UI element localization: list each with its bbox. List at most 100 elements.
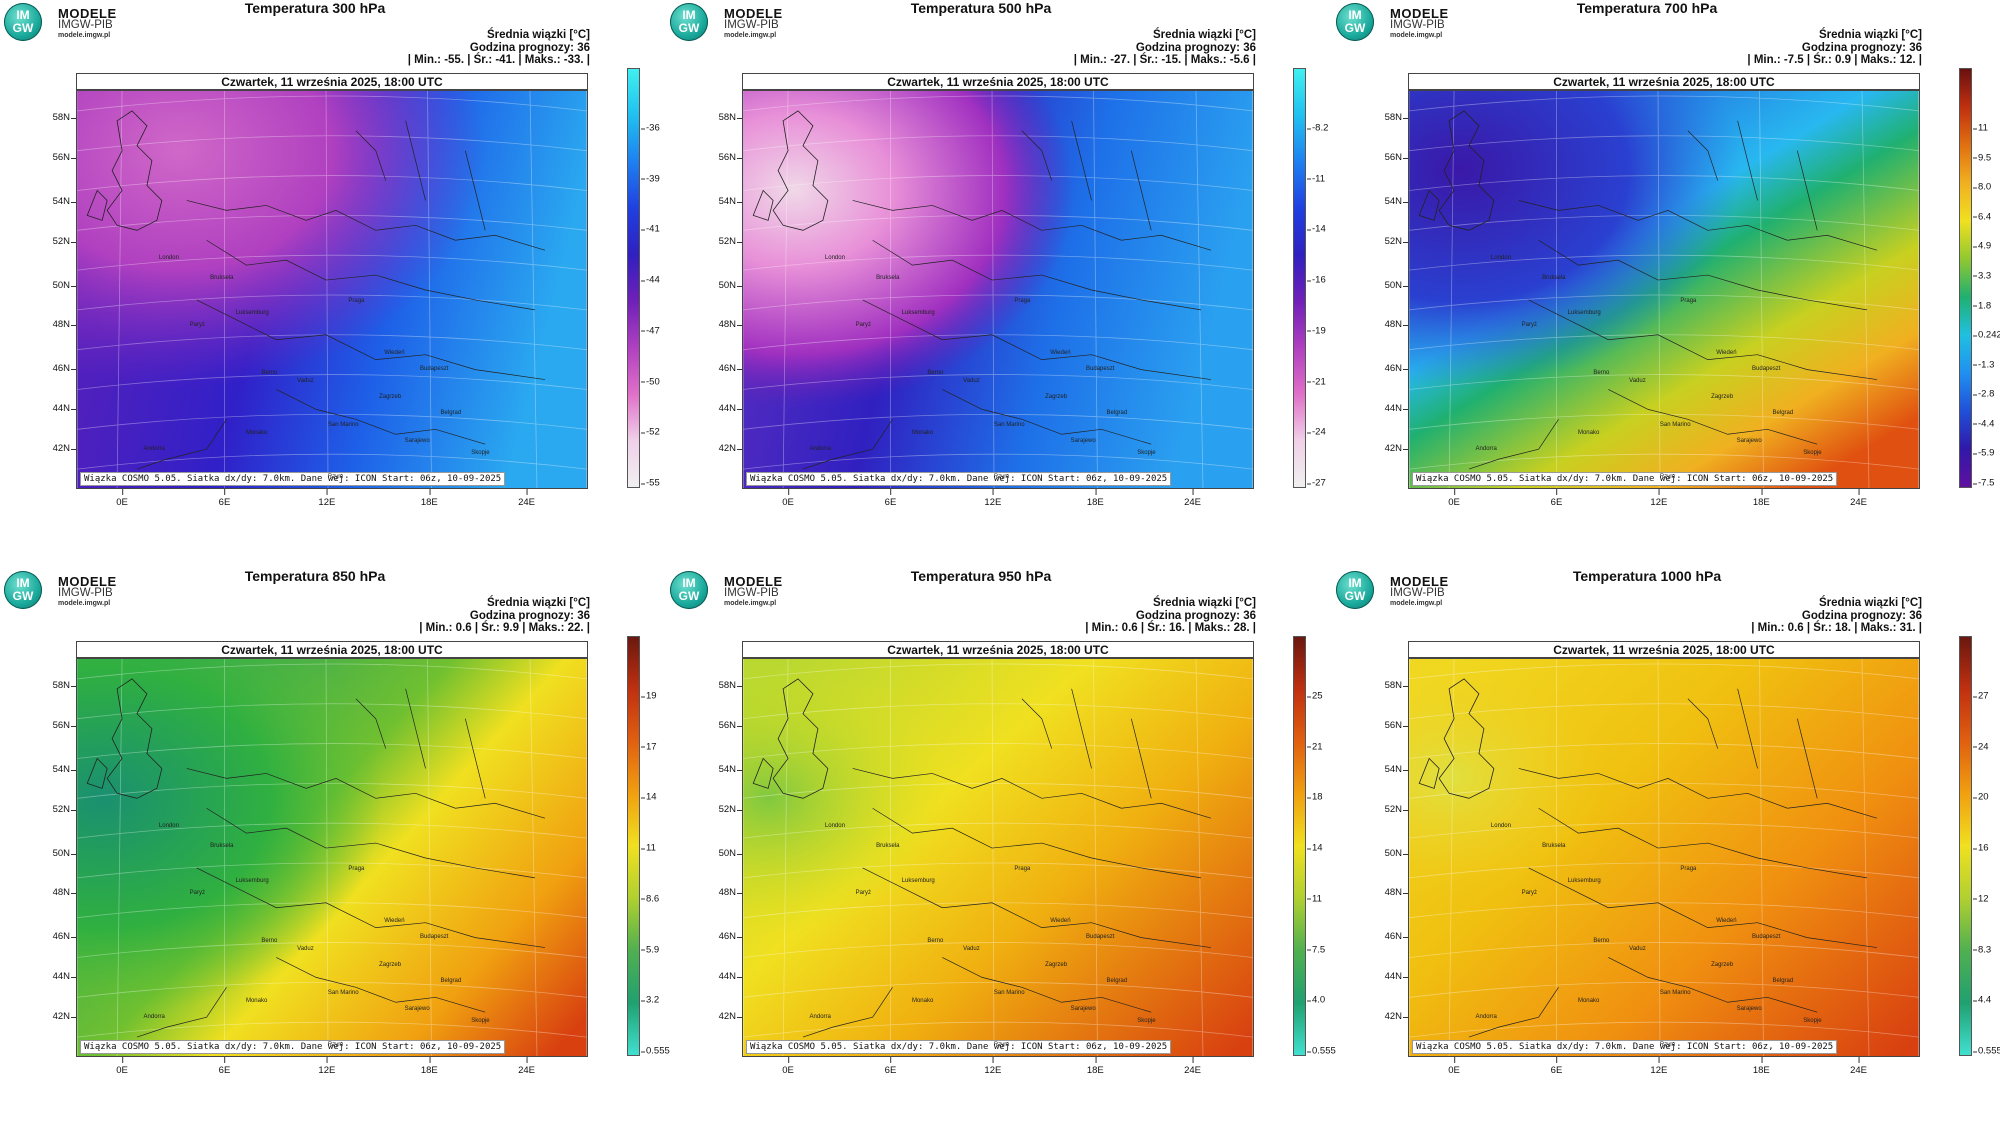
logo-url: modele.imgw.pl (58, 600, 111, 607)
latitude-label: 44N (1384, 403, 1409, 415)
longitude-label: 18E (420, 1057, 438, 1076)
city-label: Zagrzeb (379, 394, 402, 401)
city-label: Berno (261, 938, 278, 945)
colorbar-label: -36 (641, 122, 660, 134)
city-label: Belgrad (1106, 978, 1128, 985)
date-box: Czwartek, 11 września 2025, 18:00 UTC (1408, 73, 1920, 90)
city-label: Skopje (471, 450, 490, 457)
logo-mark-line-1: IM (1348, 8, 1362, 22)
latitude-label: 56N (1384, 719, 1409, 731)
logo-url: modele.imgw.pl (1390, 600, 1443, 607)
temperature-map: Wiązka COSMO 5.05. Siatka dx/dy: 7.0km. … (1408, 90, 1920, 489)
forecast-hour: Godzina prognozy: 36 (1801, 41, 1922, 54)
colorbar-label: 4.9 (1972, 240, 1992, 252)
city-label: San Marino (993, 990, 1025, 997)
city-label: Budapeszt (1086, 934, 1115, 941)
latitude-label: 54N (1384, 195, 1409, 207)
city-label: Paryż (1521, 890, 1537, 897)
logo-mark-line-2: GW (12, 21, 34, 35)
city-label: Zagrzeb (1711, 962, 1734, 969)
colorbar (1959, 636, 1972, 1056)
city-label: Andorra (1475, 446, 1497, 453)
date-box: Czwartek, 11 września 2025, 18:00 UTC (76, 73, 588, 90)
latitude-label: 42N (718, 443, 743, 455)
colorbar-label: -7.5 (1972, 477, 1995, 489)
logo-mark-line-1: IM (682, 576, 696, 590)
longitude-label: 0E (116, 1057, 128, 1076)
colorbar-label: 21 (1307, 741, 1323, 753)
city-label: Monako (1577, 998, 1600, 1005)
latitude-axis: 58N 56N 54N 52N 50N 48N 46N 44N 42N (704, 90, 743, 489)
colorbar-label: 4.0 (1306, 994, 1326, 1006)
colorbar-label: -21 (1307, 376, 1326, 388)
info-block: Średnia wiązki [°C] Godzina prognozy: 36… (1074, 29, 1256, 67)
colorbar-label: 4.4 (1972, 994, 1992, 1006)
city-label: Rzym (993, 474, 1010, 481)
country-borders (136, 120, 546, 470)
city-label: Bruksela (1542, 274, 1566, 281)
city-label: London (824, 822, 845, 829)
colorbar-label: 18 (1307, 791, 1323, 803)
info-block: Średnia wiązki [°C] Godzina prognozy: 36… (1085, 597, 1256, 635)
stats-line: | Min.: -55. | Śr.: -41. | Maks.: -33. | (407, 54, 590, 66)
logo-subtitle: IMGW-PIB (1390, 587, 1445, 599)
longitude-label: 6E (218, 1057, 231, 1076)
city-label: Sarajewo (404, 1006, 430, 1013)
colorbar-labels: 19 17 14 11 8.6 5.9 3.2 0.555 (640, 636, 678, 1057)
city-label: Paryż (1521, 322, 1537, 329)
graticule (1409, 659, 1919, 1056)
colorbar-label: 6.4 (1972, 211, 1992, 223)
colorbar-label: -39 (641, 173, 660, 185)
logo-url: modele.imgw.pl (724, 600, 777, 607)
city-label: Andorra (143, 446, 165, 453)
latitude-label: 46N (718, 363, 743, 375)
latitude-axis: 58N 56N 54N 52N 50N 48N 46N 44N 42N (704, 658, 743, 1057)
panel-title: Temperatura 850 hPa (244, 568, 386, 584)
logo-mark: IM GW (670, 571, 708, 609)
coastline (86, 678, 163, 799)
logo-mark: IM GW (1336, 571, 1374, 609)
latitude-label: 50N (52, 279, 77, 291)
panel-title: Temperatura 1000 hPa (1572, 568, 1722, 584)
map-footer: Wiązka COSMO 5.05. Siatka dx/dy: 7.0km. … (746, 472, 1172, 486)
colorbar-label: 11 (1307, 893, 1322, 905)
latitude-label: 48N (718, 319, 743, 331)
colorbar (1959, 68, 1972, 488)
forecast-hour: Godzina prognozy: 36 (1801, 609, 1922, 622)
latitude-label: 42N (718, 1011, 743, 1023)
city-label: Bruksela (210, 842, 234, 849)
map-footer: Wiązka COSMO 5.05. Siatka dx/dy: 7.0km. … (1412, 1040, 1838, 1054)
imgw-logo: IM GW MODELE IMGW-PIB modele.imgw.pl (670, 3, 820, 45)
city-label: Paryż (189, 322, 205, 329)
date-box: Czwartek, 11 września 2025, 18:00 UTC (742, 641, 1254, 658)
colorbar-label: 14 (1307, 842, 1323, 854)
temperature-anomaly (1409, 91, 1919, 488)
latitude-label: 46N (52, 363, 77, 375)
colorbar-label: -1.3 (1972, 359, 1995, 371)
city-label: Vaduz (297, 378, 314, 385)
city-label: Bruksela (876, 274, 900, 281)
latitude-label: 58N (718, 679, 743, 691)
logo-title: MODELE (1390, 574, 1449, 589)
latitude-axis: 58N 56N 54N 52N 50N 48N 46N 44N 42N (1370, 90, 1409, 489)
map-canvas (743, 91, 1253, 488)
latitude-label: 52N (1384, 235, 1409, 247)
colorbar-label: -50 (641, 376, 660, 388)
logo-mark-line-2: GW (1344, 589, 1366, 603)
longitude-axis: 0E 6E 12E 18E 24E (742, 1057, 1254, 1077)
colorbar (1293, 68, 1306, 488)
colorbar-label: -11 (1306, 173, 1326, 185)
longitude-label: 0E (782, 1057, 794, 1076)
longitude-label: 0E (1448, 1057, 1460, 1076)
city-label: Monako (911, 430, 934, 437)
colorbar-label: 3.3 (1972, 270, 1992, 282)
temperature-anomaly (77, 91, 587, 488)
logo-title: MODELE (724, 6, 783, 21)
latitude-label: 56N (718, 719, 743, 731)
latitude-label: 46N (1384, 931, 1409, 943)
city-label: Wiedeń (1050, 350, 1071, 357)
city-label: San Marino (327, 422, 359, 429)
longitude-label: 6E (884, 489, 897, 508)
map-panel: IM GW MODELE IMGW-PIB modele.imgw.pl Temp… (666, 0, 1332, 568)
logo-mark: IM GW (1336, 3, 1374, 41)
